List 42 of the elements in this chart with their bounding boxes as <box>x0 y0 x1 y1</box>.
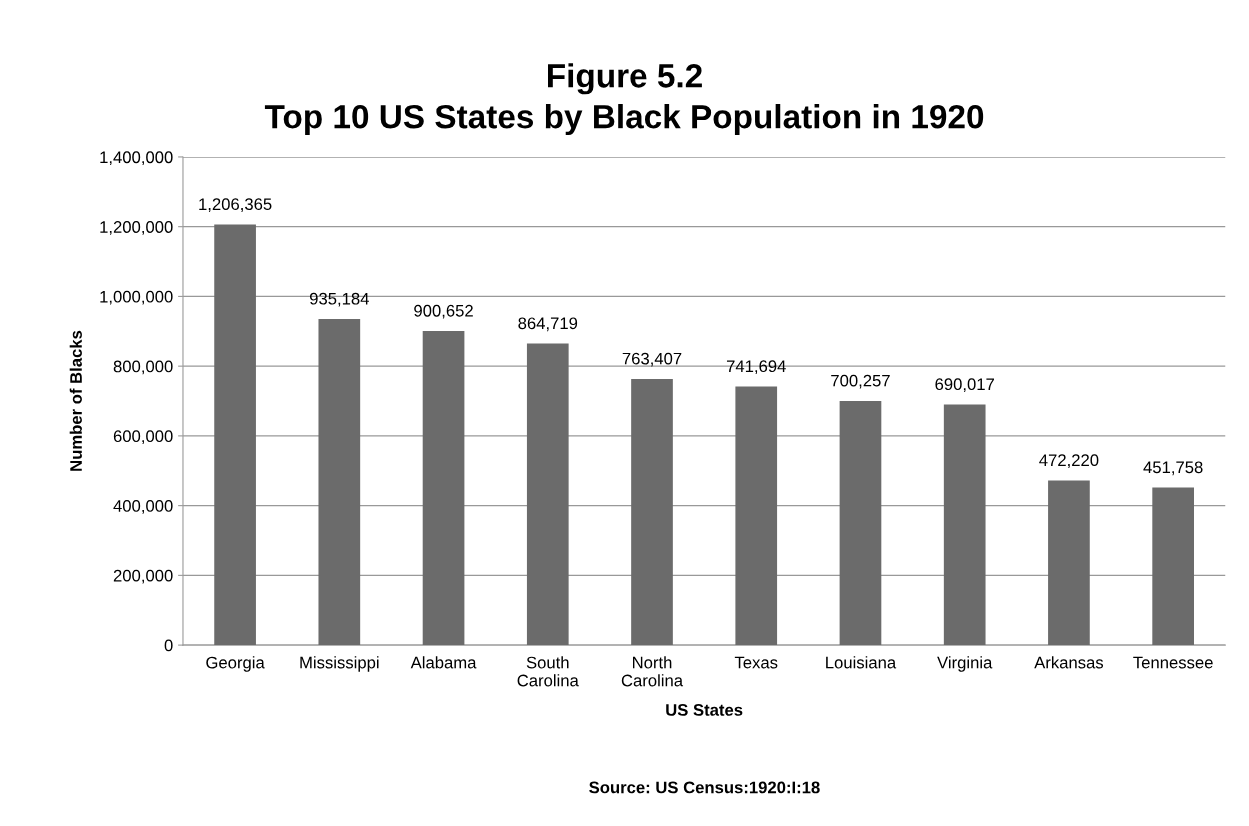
x-tick-label: Arkansas <box>1034 656 1104 669</box>
y-tick-label: 1,400,000 <box>100 151 173 166</box>
x-tick-label: Texas <box>734 656 778 669</box>
x-tick-label: North Carolina <box>621 656 684 687</box>
y-tick-label: 1,000,000 <box>100 290 173 305</box>
data-label: 690,017 <box>935 378 994 393</box>
data-label: 700,257 <box>831 374 890 389</box>
data-label: 741,694 <box>726 360 786 375</box>
x-tick-label: South Carolina <box>517 656 579 687</box>
data-label: 451,758 <box>1143 461 1203 476</box>
bar <box>1152 487 1194 646</box>
bar <box>839 400 882 646</box>
data-label: 900,652 <box>414 304 473 319</box>
y-tick-label: 1,200,000 <box>100 221 173 235</box>
bar <box>422 331 465 646</box>
data-label: 1,206,365 <box>199 198 272 213</box>
data-label: 864,719 <box>518 317 578 332</box>
bar <box>214 224 256 646</box>
x-tick-label: Virginia <box>937 656 993 672</box>
x-axis-title: US States <box>666 704 743 716</box>
x-tick-label: Georgia <box>206 656 265 672</box>
bar <box>1048 480 1090 646</box>
x-tick-label: Alabama <box>410 656 477 669</box>
data-label: 763,407 <box>622 352 682 367</box>
data-label: 935,184 <box>309 292 369 307</box>
bar <box>735 386 778 646</box>
x-tick-label: Tennessee <box>1133 656 1213 669</box>
y-axis-title: Number of Blacks <box>69 330 82 471</box>
chart-title: Figure 5.2 Top 10 US States by Black Population in 1920 <box>264 63 984 136</box>
bar <box>318 319 361 646</box>
y-tick-label: 400,000 <box>113 500 173 514</box>
y-tick-label: 0 <box>164 639 173 652</box>
x-tick-label: Louisiana <box>826 656 897 669</box>
bar <box>631 378 673 646</box>
bar <box>526 343 569 646</box>
y-tick-label: 200,000 <box>113 569 173 584</box>
x-tick-label: Mississippi <box>300 656 379 672</box>
y-tick-label: 800,000 <box>113 360 173 375</box>
source-note: Source: US Census:1920:I:18 <box>589 781 820 794</box>
y-tick-label: 600,000 <box>113 430 173 445</box>
data-label: 472,220 <box>1039 454 1099 469</box>
bar <box>943 404 986 646</box>
